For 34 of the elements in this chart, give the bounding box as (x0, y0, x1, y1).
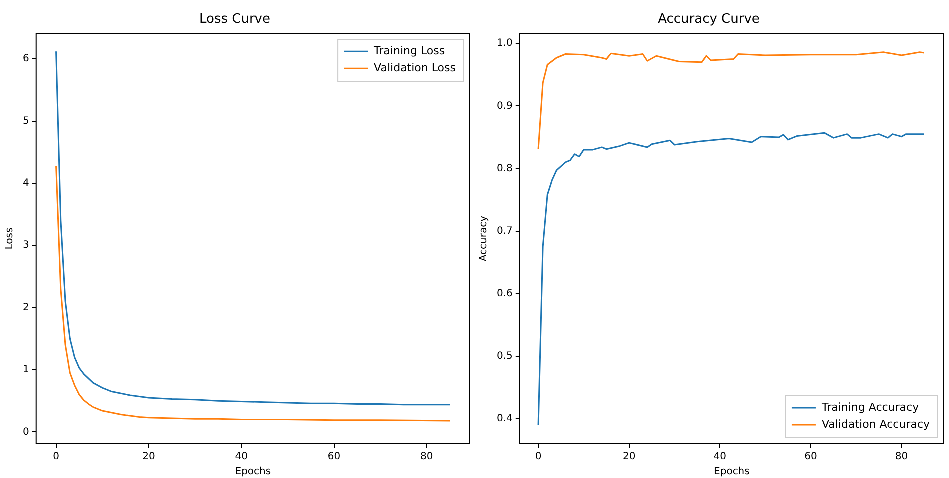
y-tick-label: 1 (22, 364, 30, 376)
y-tick-label: 0 (22, 426, 30, 438)
y-tick-label: 1.0 (496, 38, 513, 50)
legend-label: Training Loss (373, 44, 446, 58)
y-tick-label: 0.4 (496, 414, 513, 425)
legend-label: Validation Accuracy (822, 418, 930, 431)
y-tick-label: 5 (22, 116, 30, 127)
x-axis-title: Epochs (235, 466, 272, 478)
legend-label: Validation Loss (374, 61, 456, 74)
y-tick-label: 0.5 (496, 351, 513, 362)
y-tick-label: 2 (22, 302, 30, 314)
y-tick-label: 3 (22, 240, 30, 252)
y-tick-label: 4 (22, 178, 30, 190)
x-tick-label: 0 (535, 452, 542, 463)
chart-title: Accuracy Curve (658, 12, 760, 28)
x-axis-title: Epochs (714, 466, 750, 478)
x-tick-label: 80 (895, 452, 908, 463)
y-tick-label: 0.9 (496, 100, 513, 112)
x-tick-label: 60 (328, 452, 341, 463)
x-tick-label: 60 (804, 452, 818, 463)
x-tick-label: 20 (622, 452, 636, 463)
x-tick-label: 0 (53, 452, 60, 463)
x-tick-label: 40 (235, 452, 248, 463)
y-tick-label: 0.6 (496, 288, 513, 300)
y-tick-label: 0.7 (496, 226, 513, 237)
y-axis-title: Accuracy (478, 216, 490, 262)
x-tick-label: 80 (420, 452, 434, 463)
y-tick-label: 0.8 (496, 163, 513, 174)
x-tick-label: 40 (714, 452, 727, 463)
y-tick-label: 6 (22, 54, 30, 65)
legend-label: Training Accuracy (820, 400, 920, 414)
y-axis-title: Loss (4, 228, 16, 250)
chart-title: Loss Curve (200, 12, 270, 28)
x-tick-label: 20 (142, 452, 156, 463)
